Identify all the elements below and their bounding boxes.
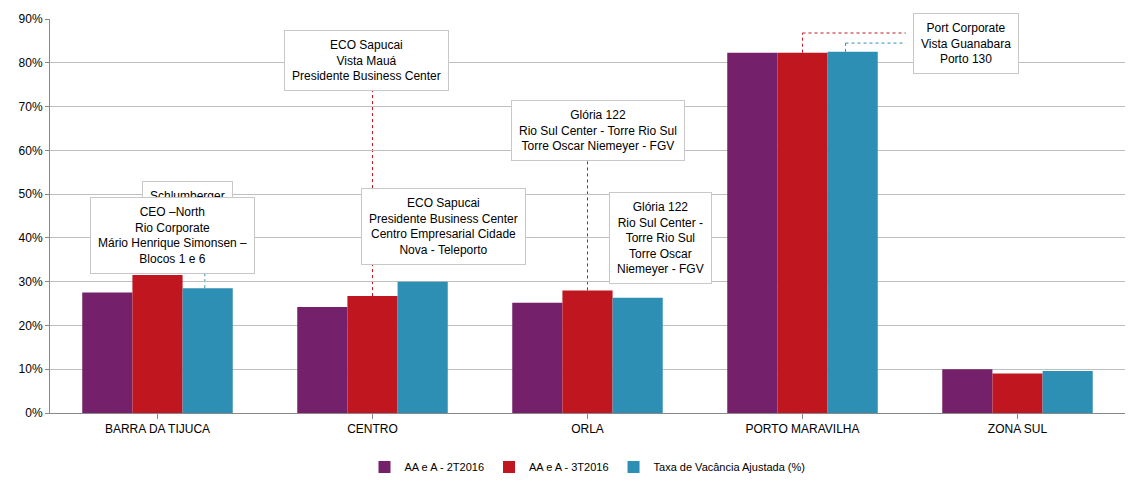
svg-text:AA e A - 2T2016: AA e A - 2T2016 (405, 461, 485, 473)
svg-text:AA e A - 3T2016: AA e A - 3T2016 (529, 461, 609, 473)
svg-text:Glória 122Rio Sul Center - Tor: Glória 122Rio Sul Center - Torre Rio Sul… (519, 108, 677, 153)
svg-text:Port CorporateVista GuanabaraP: Port CorporateVista GuanabaraPorto 130 (921, 21, 1011, 66)
svg-text:CEO –NorthRio CorporateMário H: CEO –NorthRio CorporateMário Henrique Si… (98, 205, 247, 266)
svg-text:Glória 122Rio Sul Center -Torr: Glória 122Rio Sul Center -Torre Rio SulT… (617, 200, 704, 276)
svg-text:60%: 60% (19, 144, 43, 158)
svg-text:BARRA DA TIJUCA: BARRA DA TIJUCA (105, 422, 210, 436)
svg-text:ECO SapucaiPresidente Business: ECO SapucaiPresidente Business CenterCen… (369, 196, 518, 257)
svg-text:CENTRO: CENTRO (347, 422, 398, 436)
svg-text:50%: 50% (19, 187, 43, 201)
svg-text:Taxa de Vacância Ajustada (%): Taxa de Vacância Ajustada (%) (654, 461, 805, 473)
svg-text:80%: 80% (19, 56, 43, 70)
svg-text:10%: 10% (19, 362, 43, 376)
svg-text:PORTO MARAVILHA: PORTO MARAVILHA (745, 422, 859, 436)
svg-text:30%: 30% (19, 275, 43, 289)
svg-text:ZONA SUL: ZONA SUL (988, 422, 1048, 436)
svg-text:ECO SapucaiVista MauáPresident: ECO SapucaiVista MauáPresidente Business… (292, 38, 441, 83)
svg-text:70%: 70% (19, 100, 43, 114)
svg-text:0%: 0% (25, 406, 43, 420)
svg-text:ORLA: ORLA (571, 422, 604, 436)
svg-text:20%: 20% (19, 319, 43, 333)
svg-text:40%: 40% (19, 231, 43, 245)
svg-text:90%: 90% (19, 12, 43, 26)
svg-text:Schlumberger: Schlumberger (150, 189, 225, 203)
